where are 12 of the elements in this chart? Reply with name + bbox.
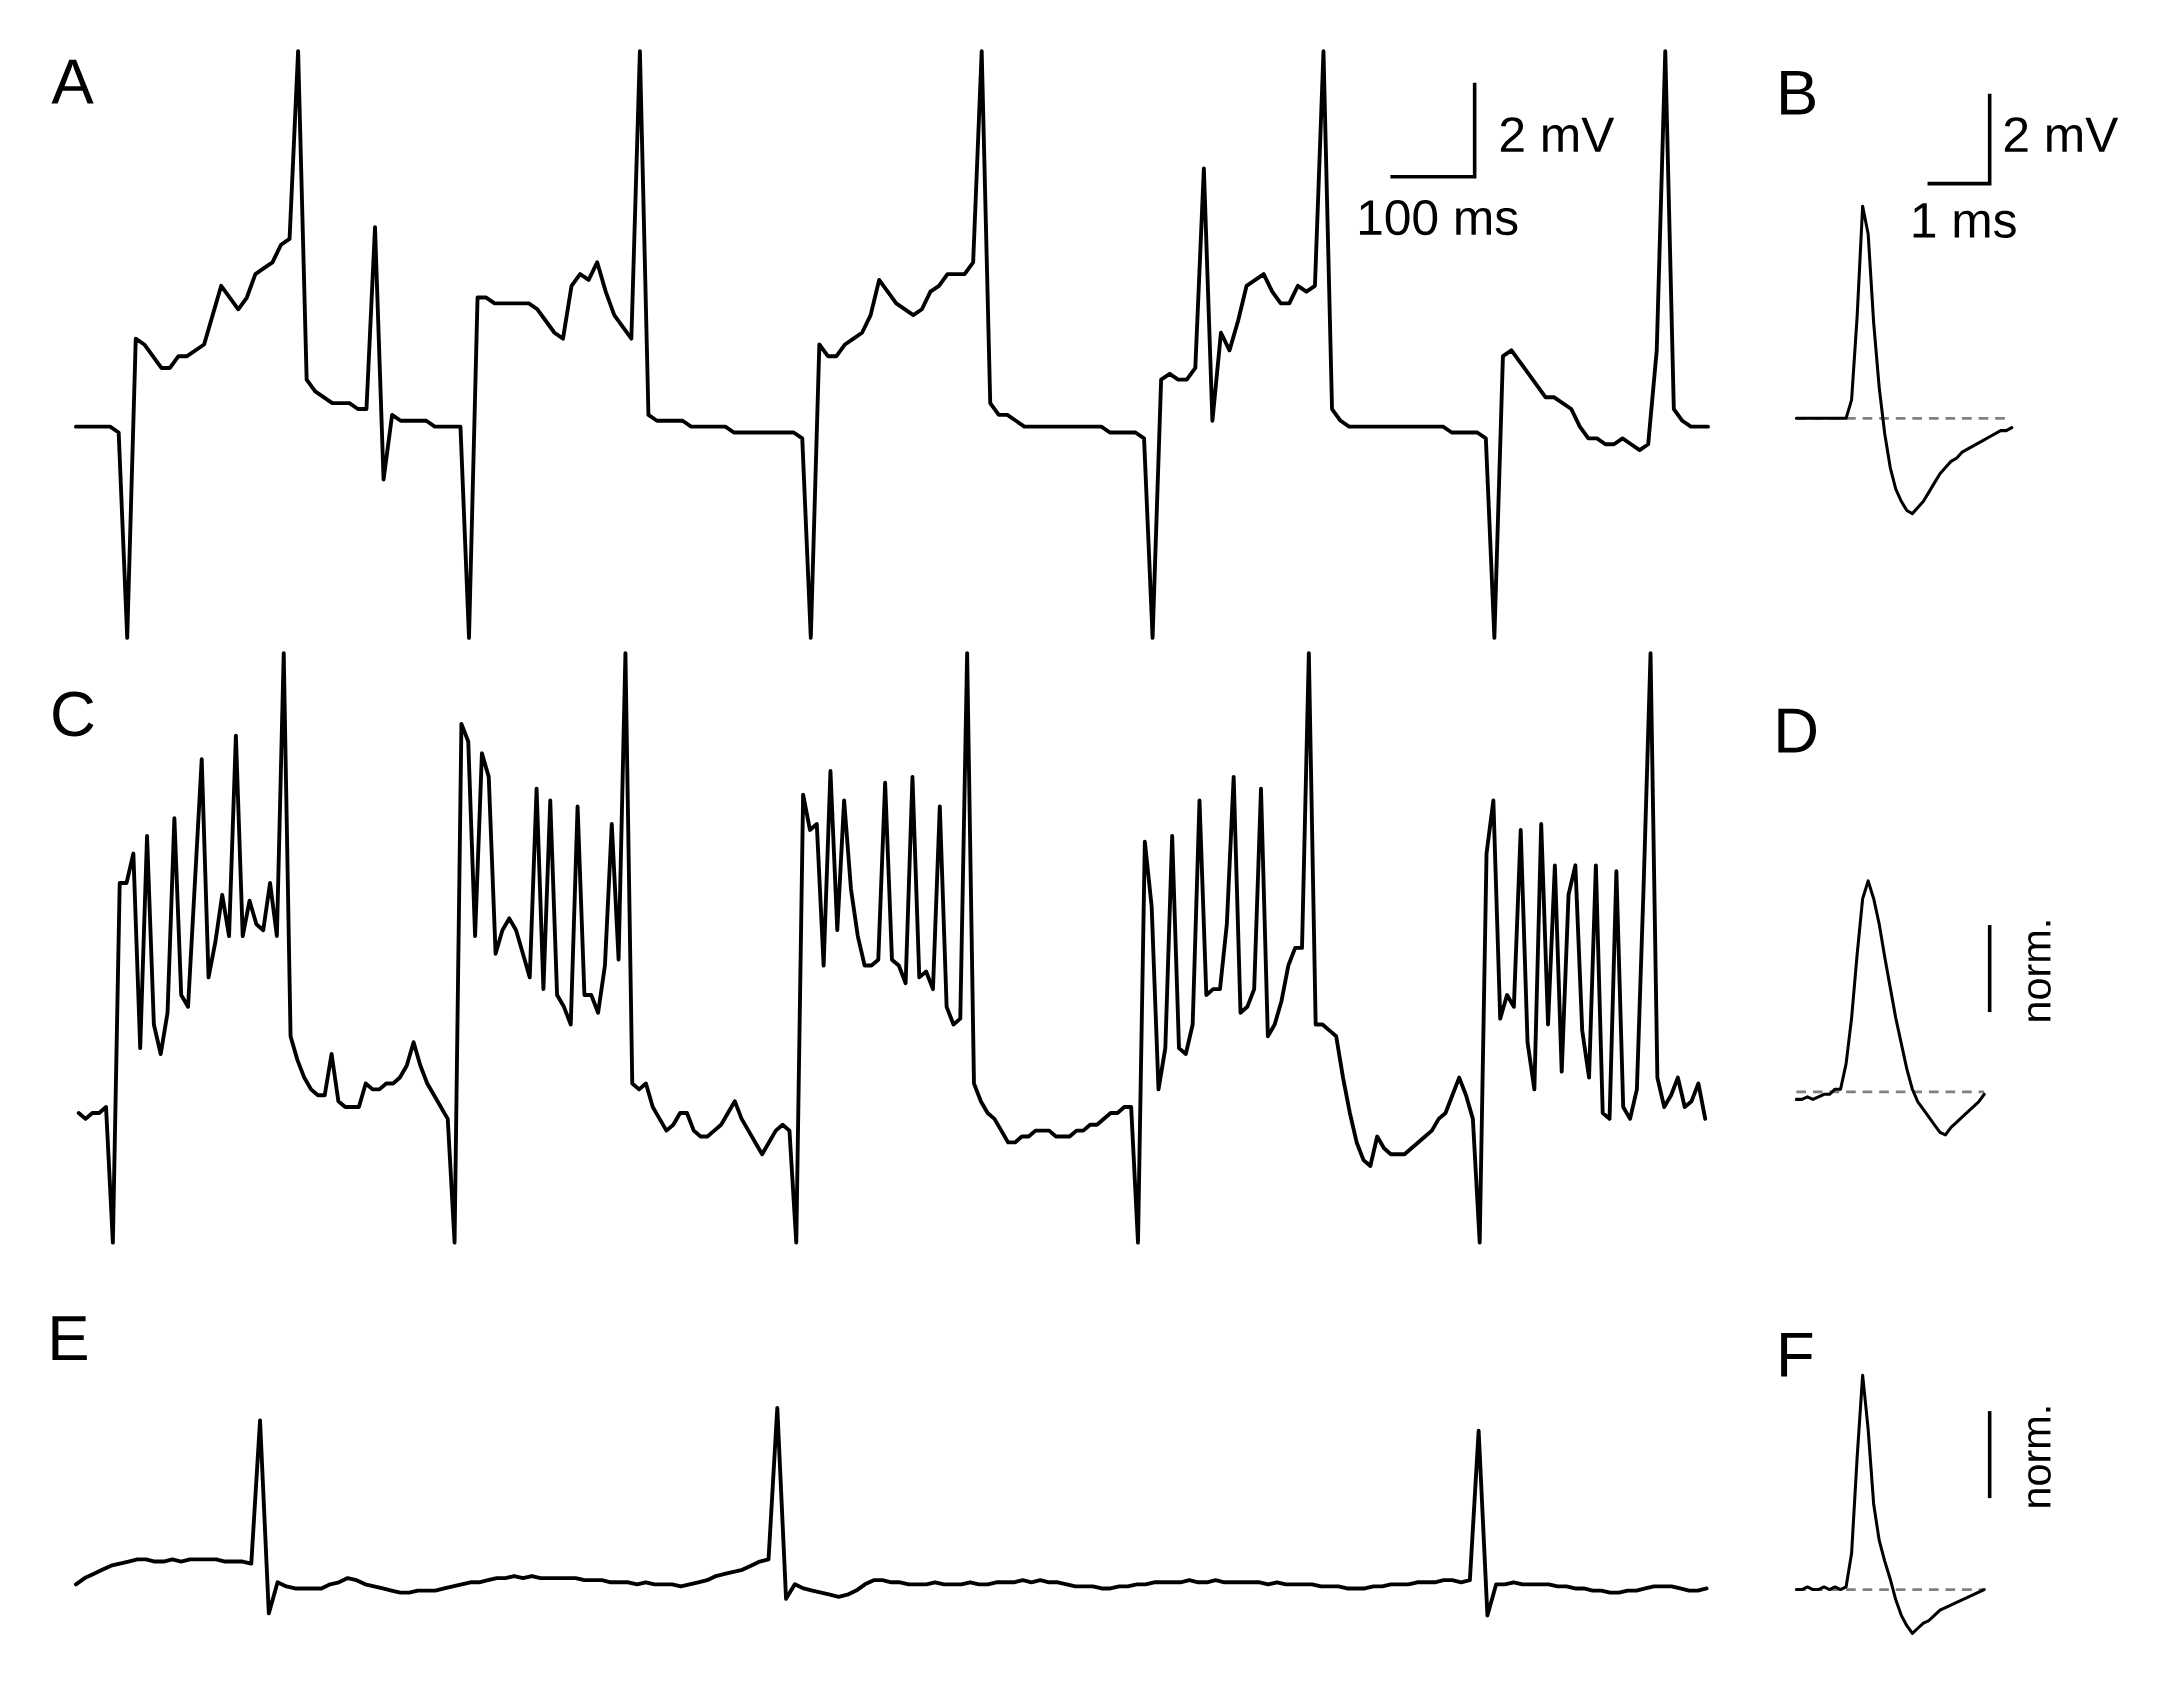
annotation: 1 ms	[1913, 203, 2016, 238]
text: 2 mV	[2004, 116, 2119, 152]
annotation: 100 ms	[1359, 199, 1518, 235]
chart-title: F	[1781, 1332, 1813, 1377]
chart-title: B	[1781, 70, 1815, 115]
annotation: 2 mV	[1500, 116, 1615, 152]
chart-title: D	[1778, 708, 1816, 753]
text: norm.	[2028, 921, 2051, 1021]
chart-title: E	[52, 1316, 87, 1360]
chart-title: C	[53, 691, 94, 737]
chart-title: A	[51, 59, 94, 104]
text: norm.	[2028, 1407, 2051, 1507]
